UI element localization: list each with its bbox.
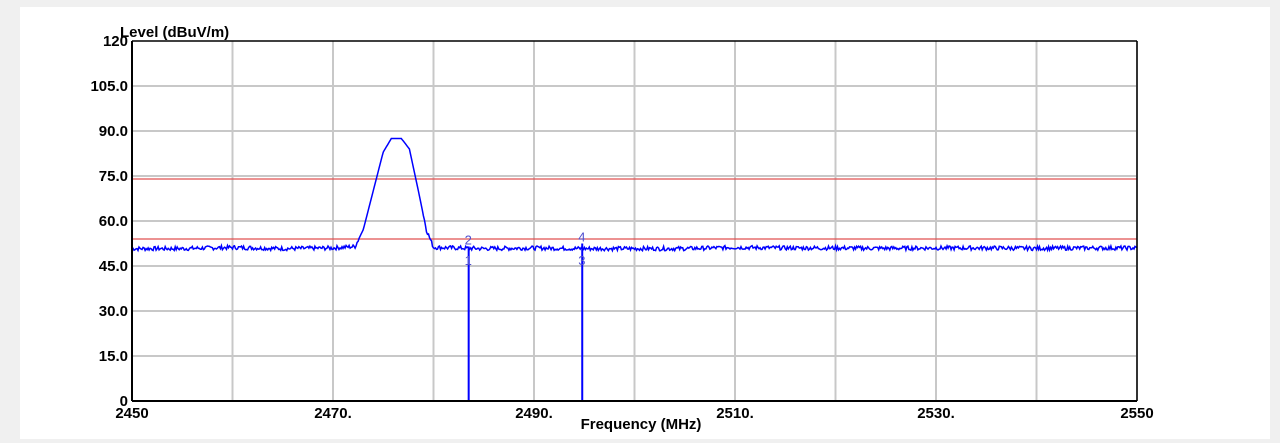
trace-line: [131, 137, 1138, 253]
marker-label-4: 4: [578, 230, 585, 245]
y-tick-label: 45.0: [99, 258, 128, 275]
chart-svg: 1 2 3 4 0 15.0 30.0 45.0 60.0 75.0 90.0 105.0 120 24…: [90, 24, 1153, 433]
x-tick-label: 2450: [115, 405, 148, 422]
y-tick-label: 105.0: [90, 78, 128, 95]
marker-label-1: 1: [465, 253, 472, 268]
axis-layer: [131, 40, 1138, 402]
grid-layer: [131, 41, 1138, 401]
x-tick-label: 2490.: [515, 405, 553, 422]
y-axis-title: Level (dBuV/m): [120, 24, 229, 41]
chart-panel: 1 2 3 4 0 15.0 30.0 45.0 60.0 75.0 90.0 105.0 120 24…: [20, 7, 1270, 439]
marker-label-2: 2: [465, 233, 472, 248]
limit-layer: [132, 178, 1137, 240]
y-tick-label: 90.0: [99, 123, 128, 140]
marker-label-3: 3: [578, 253, 585, 268]
x-tick-label: 2510.: [716, 405, 754, 422]
marker-layer: 1 2 3 4: [465, 230, 585, 401]
label-layer: 0 15.0 30.0 45.0 60.0 75.0 90.0 105.0 120 2450 247…: [90, 33, 1153, 422]
y-tick-label: 30.0: [99, 303, 128, 320]
y-tick-label: 0: [120, 393, 128, 410]
y-tick-label: 75.0: [99, 168, 128, 185]
y-tick-label: 120: [103, 33, 128, 50]
trace-layer: [131, 137, 1138, 253]
x-tick-label: 2470.: [314, 405, 352, 422]
x-tick-label: 2530.: [917, 405, 955, 422]
y-tick-label: 15.0: [99, 348, 128, 365]
x-axis-title: Frequency (MHz): [581, 416, 702, 433]
y-tick-label: 60.0: [99, 213, 128, 230]
x-tick-label: 2550: [1120, 405, 1153, 422]
